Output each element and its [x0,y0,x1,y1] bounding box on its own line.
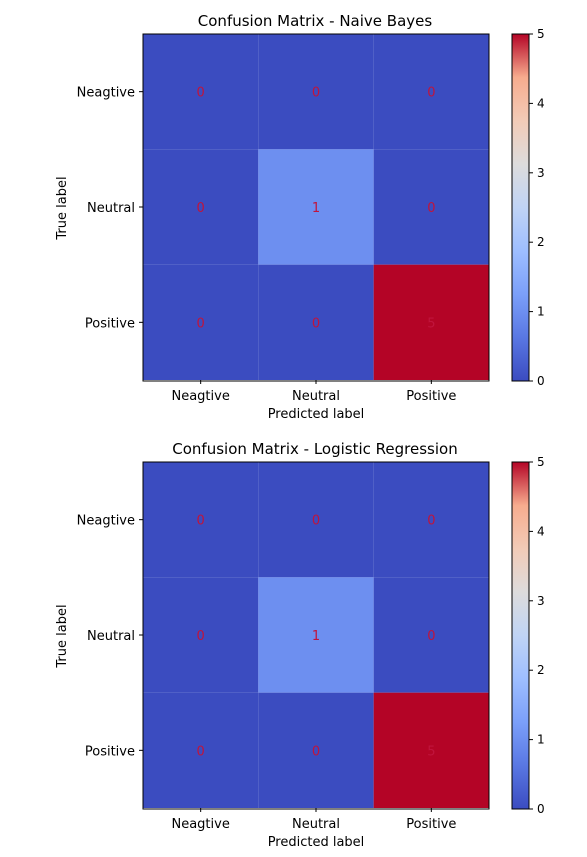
cell-value-label: 0 [312,86,320,101]
y-tick-label: Neutral [87,629,135,644]
colorbar-tick-label: 2 [537,663,545,677]
y-axis-label: True label [55,604,70,668]
cell-value-label: 0 [197,86,205,101]
y-tick-label: Neutral [87,201,135,216]
heatmap-cell [258,149,374,265]
x-tick-label: Positive [406,817,456,832]
cell-value-label: 5 [427,316,435,331]
y-axis-label: True label [55,176,70,240]
chart-title: Confusion Matrix - Naive Bayes [198,12,433,30]
cell-value-label: 0 [197,744,205,759]
heatmap-cell [143,577,259,693]
cell-value-label: 0 [312,744,320,759]
x-ticks: Neagtive Neutral Positive [171,808,456,832]
cell-value-label: 0 [427,629,435,644]
heatmap-cell [373,462,489,578]
heatmap-cell [143,462,259,578]
cell-value-label: 1 [312,201,320,216]
colorbar [511,461,530,810]
cell-value-label: 0 [427,86,435,101]
cell-value-label: 0 [312,316,320,331]
colorbar-tick-label: 5 [537,27,545,41]
heatmap-cell [143,692,259,808]
y-tick-label: Neagtive [77,86,135,101]
heatmap-cell [258,34,374,150]
x-tick-label: Positive [406,389,456,404]
x-tick-label: Neutral [292,389,340,404]
heatmap-cells: 0 0 0 0 1 0 0 0 5 [143,462,489,808]
colorbar-ticks: 0 1 2 3 4 5 [529,27,545,388]
cell-value-label: 0 [197,629,205,644]
x-tick-label: Neutral [292,817,340,832]
cell-value-label: 5 [427,744,435,759]
heatmap-cell [373,34,489,150]
y-ticks: Neagtive Neutral Positive [77,514,143,759]
chart-title: Confusion Matrix - Logistic Regression [172,440,457,458]
panel-logistic-regression: Confusion Matrix - Logistic Regression 0… [55,440,545,850]
heatmap-cell [258,462,374,578]
heatmap-cell [143,264,259,380]
colorbar-tick-label: 1 [537,305,545,319]
colorbar-tick-label: 4 [537,524,545,538]
colorbar [511,33,530,382]
heatmap-cell [143,34,259,150]
heatmap-cell [373,149,489,265]
x-axis-label: Predicted label [268,407,365,422]
colorbar-tick-label: 4 [537,96,545,110]
colorbar-tick-label: 3 [537,594,545,608]
y-tick-label: Neagtive [77,514,135,529]
colorbar-tick-label: 0 [537,802,545,816]
cell-value-label: 1 [312,629,320,644]
colorbar-tick-label: 3 [537,166,545,180]
cell-value-label: 0 [197,201,205,216]
cell-value-label: 0 [197,514,205,529]
x-tick-label: Neagtive [171,389,229,404]
heatmap-cell [258,264,374,380]
cell-value-label: 0 [197,316,205,331]
cell-value-label: 0 [427,201,435,216]
colorbar-ticks: 0 1 2 3 4 5 [529,455,545,816]
cell-value-label: 0 [427,514,435,529]
x-tick-label: Neagtive [171,817,229,832]
heatmap-cell [373,577,489,693]
heatmap-cell [373,264,489,380]
panel-naive-bayes: Confusion Matrix - Naive Bayes 0 0 0 0 1 0 0 0 5… [55,12,545,422]
y-ticks: Neagtive Neutral Positive [77,86,143,331]
heatmap-cells: 0 0 0 0 1 0 0 0 5 [143,34,489,380]
heatmap-cell [258,577,374,693]
heatmap-cell [143,149,259,265]
colorbar-tick-label: 1 [537,733,545,747]
x-axis-label: Predicted label [268,835,365,850]
cell-value-label: 0 [312,514,320,529]
x-ticks: Neagtive Neutral Positive [171,380,456,404]
heatmap-cell [373,692,489,808]
y-tick-label: Positive [85,744,135,759]
y-tick-label: Positive [85,316,135,331]
colorbar-tick-label: 0 [537,374,545,388]
colorbar-tick-label: 2 [537,235,545,249]
colorbar-tick-label: 5 [537,455,545,469]
heatmap-cell [258,692,374,808]
